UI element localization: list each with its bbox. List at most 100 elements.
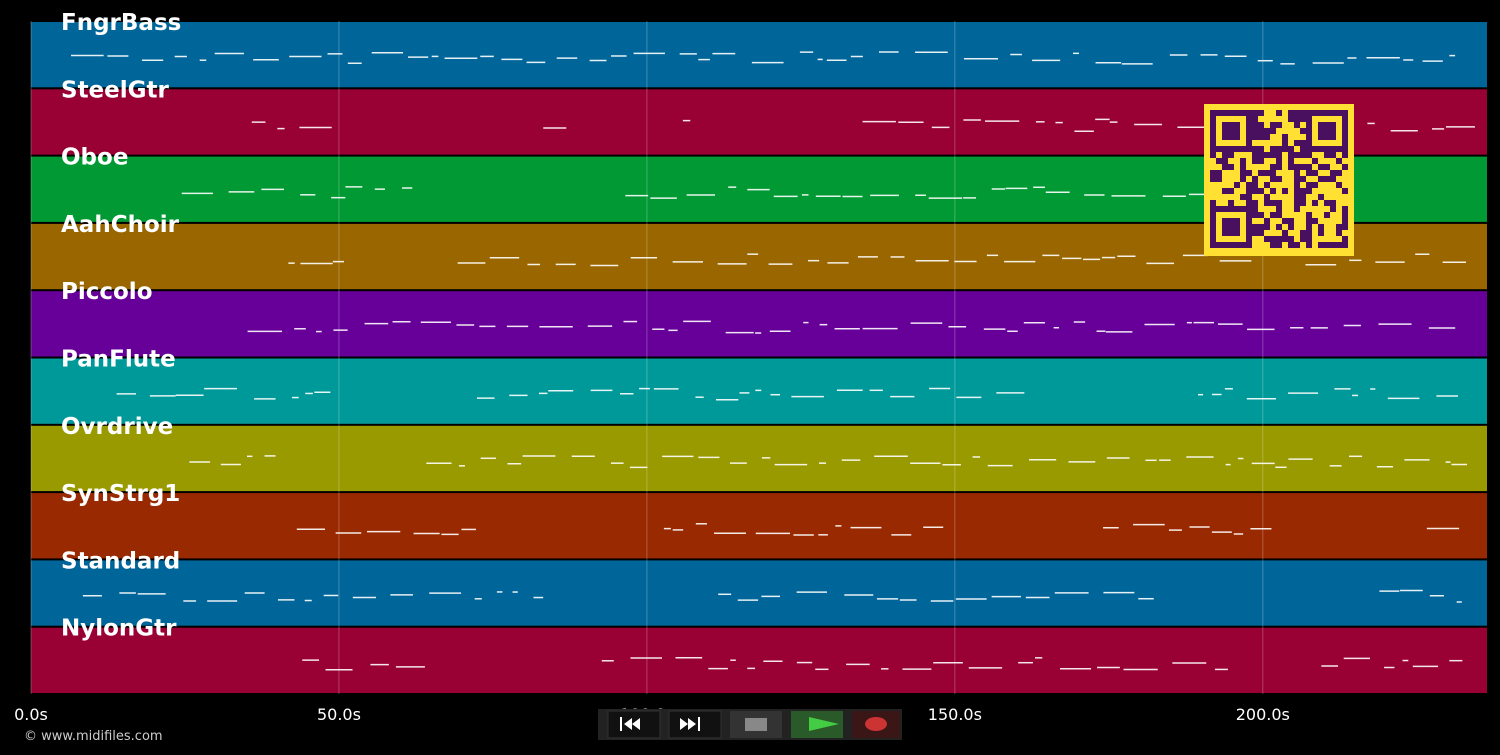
qr-cell <box>1300 188 1306 194</box>
qr-cell <box>1312 110 1318 116</box>
qr-cell <box>1222 224 1228 230</box>
qr-cell <box>1222 134 1228 140</box>
qr-cell <box>1210 200 1216 206</box>
qr-cell <box>1228 188 1234 194</box>
qr-cell <box>1306 110 1312 116</box>
qr-cell <box>1216 206 1222 212</box>
qr-cell <box>1240 194 1246 200</box>
forward-button[interactable] <box>668 710 722 739</box>
qr-cell <box>1306 146 1312 152</box>
qr-cell <box>1342 128 1348 134</box>
qr-cell <box>1228 224 1234 230</box>
qr-cell <box>1222 152 1228 158</box>
qr-cell <box>1222 164 1228 170</box>
track-lane <box>31 560 1487 626</box>
qr-cell <box>1234 122 1240 128</box>
play-button[interactable] <box>791 711 843 738</box>
qr-cell <box>1240 164 1246 170</box>
stop-button[interactable] <box>730 711 782 738</box>
qr-cell <box>1216 158 1222 164</box>
track-lane <box>31 291 1487 357</box>
qr-cell <box>1342 140 1348 146</box>
qr-cell <box>1294 116 1300 122</box>
track-name: FngrBass <box>61 10 181 36</box>
qr-cell <box>1258 152 1264 158</box>
qr-cell <box>1288 152 1294 158</box>
qr-cell <box>1318 176 1324 182</box>
qr-cell <box>1300 194 1306 200</box>
qr-cell <box>1258 122 1264 128</box>
qr-cell <box>1324 176 1330 182</box>
qr-cell <box>1252 176 1258 182</box>
qr-cell <box>1288 110 1294 116</box>
qr-cell <box>1228 200 1234 206</box>
qr-cell <box>1216 176 1222 182</box>
rewind-button[interactable] <box>607 710 661 739</box>
qr-cell <box>1210 242 1216 248</box>
qr-cell <box>1342 188 1348 194</box>
track-lane <box>31 358 1487 424</box>
qr-cell <box>1276 200 1282 206</box>
qr-cell <box>1264 194 1270 200</box>
qr-cell <box>1228 218 1234 224</box>
qr-cell <box>1246 242 1252 248</box>
qr-cell <box>1222 242 1228 248</box>
qr-cell <box>1276 176 1282 182</box>
qr-cell <box>1336 224 1342 230</box>
qr-cell <box>1252 206 1258 212</box>
qr-cell <box>1312 146 1318 152</box>
grid <box>30 21 1264 694</box>
qr-cell <box>1336 170 1342 176</box>
qr-cell <box>1294 188 1300 194</box>
qr-cell <box>1258 188 1264 194</box>
qr-cell <box>1342 218 1348 224</box>
qr-cell <box>1342 212 1348 218</box>
qr-cell <box>1240 146 1246 152</box>
qr-cell <box>1300 116 1306 122</box>
qr-cell <box>1246 116 1252 122</box>
qr-cell <box>1270 164 1276 170</box>
qr-cell <box>1210 230 1216 236</box>
qr-cell <box>1276 110 1282 116</box>
qr-cell <box>1210 218 1216 224</box>
qr-cell <box>1240 158 1246 164</box>
qr-cell <box>1222 146 1228 152</box>
qr-cell <box>1210 134 1216 140</box>
qr-cell <box>1270 146 1276 152</box>
qr-cell <box>1294 164 1300 170</box>
qr-cell <box>1270 200 1276 206</box>
qr-cell <box>1330 128 1336 134</box>
qr-cell <box>1246 230 1252 236</box>
qr-cell <box>1324 164 1330 170</box>
qr-cell <box>1252 158 1258 164</box>
play-icon <box>809 717 839 731</box>
qr-cell <box>1252 134 1258 140</box>
qr-cell <box>1252 110 1258 116</box>
qr-cell <box>1330 242 1336 248</box>
qr-cell <box>1306 128 1312 134</box>
record-button[interactable] <box>852 711 900 738</box>
qr-cell <box>1288 158 1294 164</box>
qr-cell <box>1270 236 1276 242</box>
qr-cell <box>1234 110 1240 116</box>
qr-cell <box>1228 122 1234 128</box>
qr-cell <box>1246 182 1252 188</box>
qr-cell <box>1300 146 1306 152</box>
qr-cell <box>1294 194 1300 200</box>
qr-cell <box>1300 128 1306 134</box>
qr-cell <box>1276 206 1282 212</box>
qr-cell <box>1318 224 1324 230</box>
qr-cell <box>1264 170 1270 176</box>
track-lane <box>31 627 1487 693</box>
qr-cell <box>1210 206 1216 212</box>
qr-cell <box>1342 206 1348 212</box>
qr-cell <box>1258 230 1264 236</box>
qr-cell <box>1264 200 1270 206</box>
qr-cell <box>1282 188 1288 194</box>
qr-cell <box>1246 110 1252 116</box>
qr-cell <box>1342 236 1348 242</box>
rewind-icon <box>624 718 640 730</box>
forward-icon <box>680 718 696 730</box>
time-tick-label: 150.0s <box>928 705 982 724</box>
qr-cell <box>1276 242 1282 248</box>
